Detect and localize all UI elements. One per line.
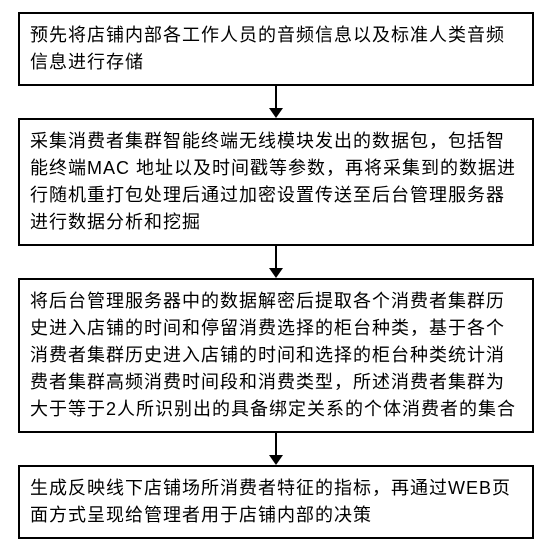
arrow-head-icon: [269, 268, 283, 278]
arrow-1: [275, 86, 277, 118]
flow-step-3-text: 将后台管理服务器中的数据解密后提取各个消费者集群历史进入店铺的时间和停留消费选择…: [30, 291, 516, 419]
arrow-head-icon: [269, 108, 283, 118]
flow-step-4: 生成反映线下店铺场所消费者特征的指标，再通过WEB页面方式呈现给管理者用于店铺内…: [18, 465, 534, 539]
arrow-line-icon: [275, 433, 277, 455]
flow-step-2-text: 采集消费者集群智能终端无线模块发出的数据包，包括智能终端MAC 地址以及时间戳等…: [30, 131, 516, 232]
arrow-2: [275, 246, 277, 278]
flow-step-3: 将后台管理服务器中的数据解密后提取各个消费者集群历史进入店铺的时间和停留消费选择…: [18, 278, 534, 433]
flow-step-2: 采集消费者集群智能终端无线模块发出的数据包，包括智能终端MAC 地址以及时间戳等…: [18, 118, 534, 246]
arrow-line-icon: [275, 86, 277, 108]
flow-step-1-text: 预先将店铺内部各工作人员的音频信息以及标准人类音频信息进行存储: [30, 25, 505, 72]
arrow-head-icon: [269, 455, 283, 465]
flow-step-4-text: 生成反映线下店铺场所消费者特征的指标，再通过WEB页面方式呈现给管理者用于店铺内…: [30, 478, 511, 525]
arrow-3: [275, 433, 277, 465]
arrow-line-icon: [275, 246, 277, 268]
flow-step-1: 预先将店铺内部各工作人员的音频信息以及标准人类音频信息进行存储: [18, 12, 534, 86]
